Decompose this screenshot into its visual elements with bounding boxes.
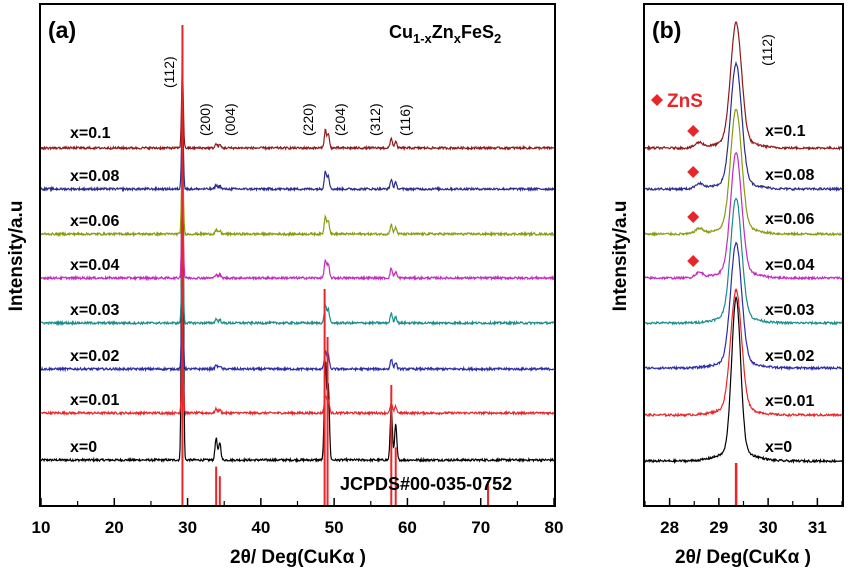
trace-b-x=0.01	[645, 288, 842, 418]
zns-marker-icon	[687, 166, 700, 178]
sample-label-a: x=0.04	[70, 257, 119, 274]
trace-a-x=0.02	[41, 289, 554, 373]
formula-cu: Cu	[389, 22, 413, 42]
sample-label-a: x=0.1	[70, 125, 111, 142]
x-tick-label-a: 20	[105, 518, 124, 537]
peak-labels-a: (112) (200) (004) (220) (204) (312) (116)	[161, 56, 413, 136]
trace-a-x=0.01	[41, 334, 554, 417]
sample-labels-a: x=0 x=0.01 x=0.02 x=0.03 x=0.04 x=0.06 x=0.08 x…	[70, 125, 119, 456]
x-tick-label-a: 40	[251, 518, 270, 537]
trace-a-x=0.1	[41, 69, 554, 152]
trace-b-x=0.08	[645, 60, 842, 193]
x-ticks-a: 10 20 30 40 50 60 70 80	[32, 498, 564, 537]
panel-a: 10 20 30 40 50 60 70 80 (112) (200) (004) (220) (20…	[6, 3, 564, 568]
x-tick-label-b: 30	[759, 518, 778, 537]
x-tick-label-a: 30	[178, 518, 197, 537]
panel-label-b: (b)	[652, 17, 681, 43]
trace-b-x=0	[645, 296, 842, 465]
x-axis-title-a: 2θ/ Deg(CuKα )	[230, 547, 366, 568]
sample-label-a: x=0.02	[70, 348, 119, 365]
sample-label-b: x=0.04	[765, 257, 814, 274]
x-tick-label-a: 70	[471, 518, 490, 537]
peak-label-a: (112)	[161, 56, 177, 88]
trace-b-x=0.1	[645, 21, 842, 152]
x-tick-label-a: 80	[545, 518, 564, 537]
trace-a-x=0.08	[41, 110, 554, 193]
sample-labels-b: x=0 x=0.01 x=0.02 x=0.03 x=0.04 x=0.06 x=0.08 x…	[765, 123, 814, 456]
plot-frame-a	[39, 3, 556, 507]
traces-a	[41, 26, 554, 463]
sample-label-a: x=0.08	[70, 168, 119, 185]
zns-diamond-icon	[651, 94, 663, 106]
trace-b-x=0.02	[645, 241, 842, 371]
x-tick-label-b: 29	[709, 518, 728, 537]
x-tick-label-b: 28	[660, 518, 679, 537]
formula-zn: Zn	[432, 22, 454, 42]
peak-label-a: (204)	[332, 103, 348, 136]
trace-a-x=0.04	[41, 199, 554, 282]
trace-a-x=0.03	[41, 244, 554, 327]
panel-label-a: (a)	[48, 17, 76, 43]
sample-label-b: x=0.08	[765, 167, 814, 184]
sample-label-a: x=0	[70, 439, 97, 456]
x-tick-label-a: 60	[398, 518, 417, 537]
sample-label-b: x=0.06	[765, 211, 814, 228]
sample-label-a: x=0.01	[70, 392, 119, 409]
x-ticks-b: 28 29 30 31	[644, 498, 843, 537]
zns-marker-icon	[687, 211, 700, 223]
peak-label-a: (220)	[300, 103, 316, 136]
trace-a-x=0	[41, 26, 554, 463]
panel-b: 28 29 30 31 x=0 x=0.01 x=0.02 x=0.03 x=0.04 x=0.…	[610, 3, 844, 568]
formula-fes: FeS	[461, 22, 494, 42]
traces-b	[645, 21, 842, 465]
y-axis-title-a: Intensity/a.u	[6, 201, 27, 312]
formula-sub1: 1-x	[413, 31, 433, 46]
trace-b-x=0.04	[645, 152, 842, 281]
peak-label-b-112: (112)	[759, 34, 775, 66]
formula-sub2: x	[454, 31, 462, 46]
x-tick-label-b: 31	[808, 518, 827, 537]
jcpds-label: JCPDS#00-035-0752	[340, 474, 512, 494]
peak-label-a: (312)	[367, 103, 383, 136]
sample-label-b: x=0.1	[765, 123, 806, 140]
x-tick-label-a: 10	[32, 518, 51, 537]
trace-b-x=0.03	[645, 197, 842, 326]
peak-label-a: (004)	[222, 103, 238, 136]
plot-frame-b	[643, 3, 844, 507]
sample-label-b: x=0.01	[765, 393, 814, 410]
zns-markers	[687, 125, 700, 267]
zns-marker-icon	[687, 255, 700, 267]
y-axis-title-b: Intensity/a.u	[610, 201, 631, 312]
peak-label-a: (116)	[397, 104, 413, 136]
sample-label-a: x=0.06	[70, 213, 119, 230]
peak-label-a: (200)	[197, 103, 213, 136]
zns-legend: ZnS	[651, 91, 703, 112]
reference-lines-a	[181, 25, 490, 505]
zns-marker-icon	[687, 125, 700, 137]
sample-label-b: x=0.02	[765, 348, 814, 365]
sample-label-a: x=0.03	[70, 302, 119, 319]
zns-legend-label: ZnS	[667, 91, 703, 112]
formula-sub3: 2	[494, 31, 501, 46]
x-axis-title-b: 2θ/ Deg(CuKα )	[675, 547, 811, 568]
trace-b-x=0.06	[645, 109, 842, 237]
sample-label-b: x=0	[765, 439, 792, 456]
x-tick-label-a: 50	[325, 518, 344, 537]
trace-a-x=0.06	[41, 154, 554, 238]
formula-label: Cu1-xZnxFeS2	[389, 22, 501, 46]
sample-label-b: x=0.03	[765, 302, 814, 319]
